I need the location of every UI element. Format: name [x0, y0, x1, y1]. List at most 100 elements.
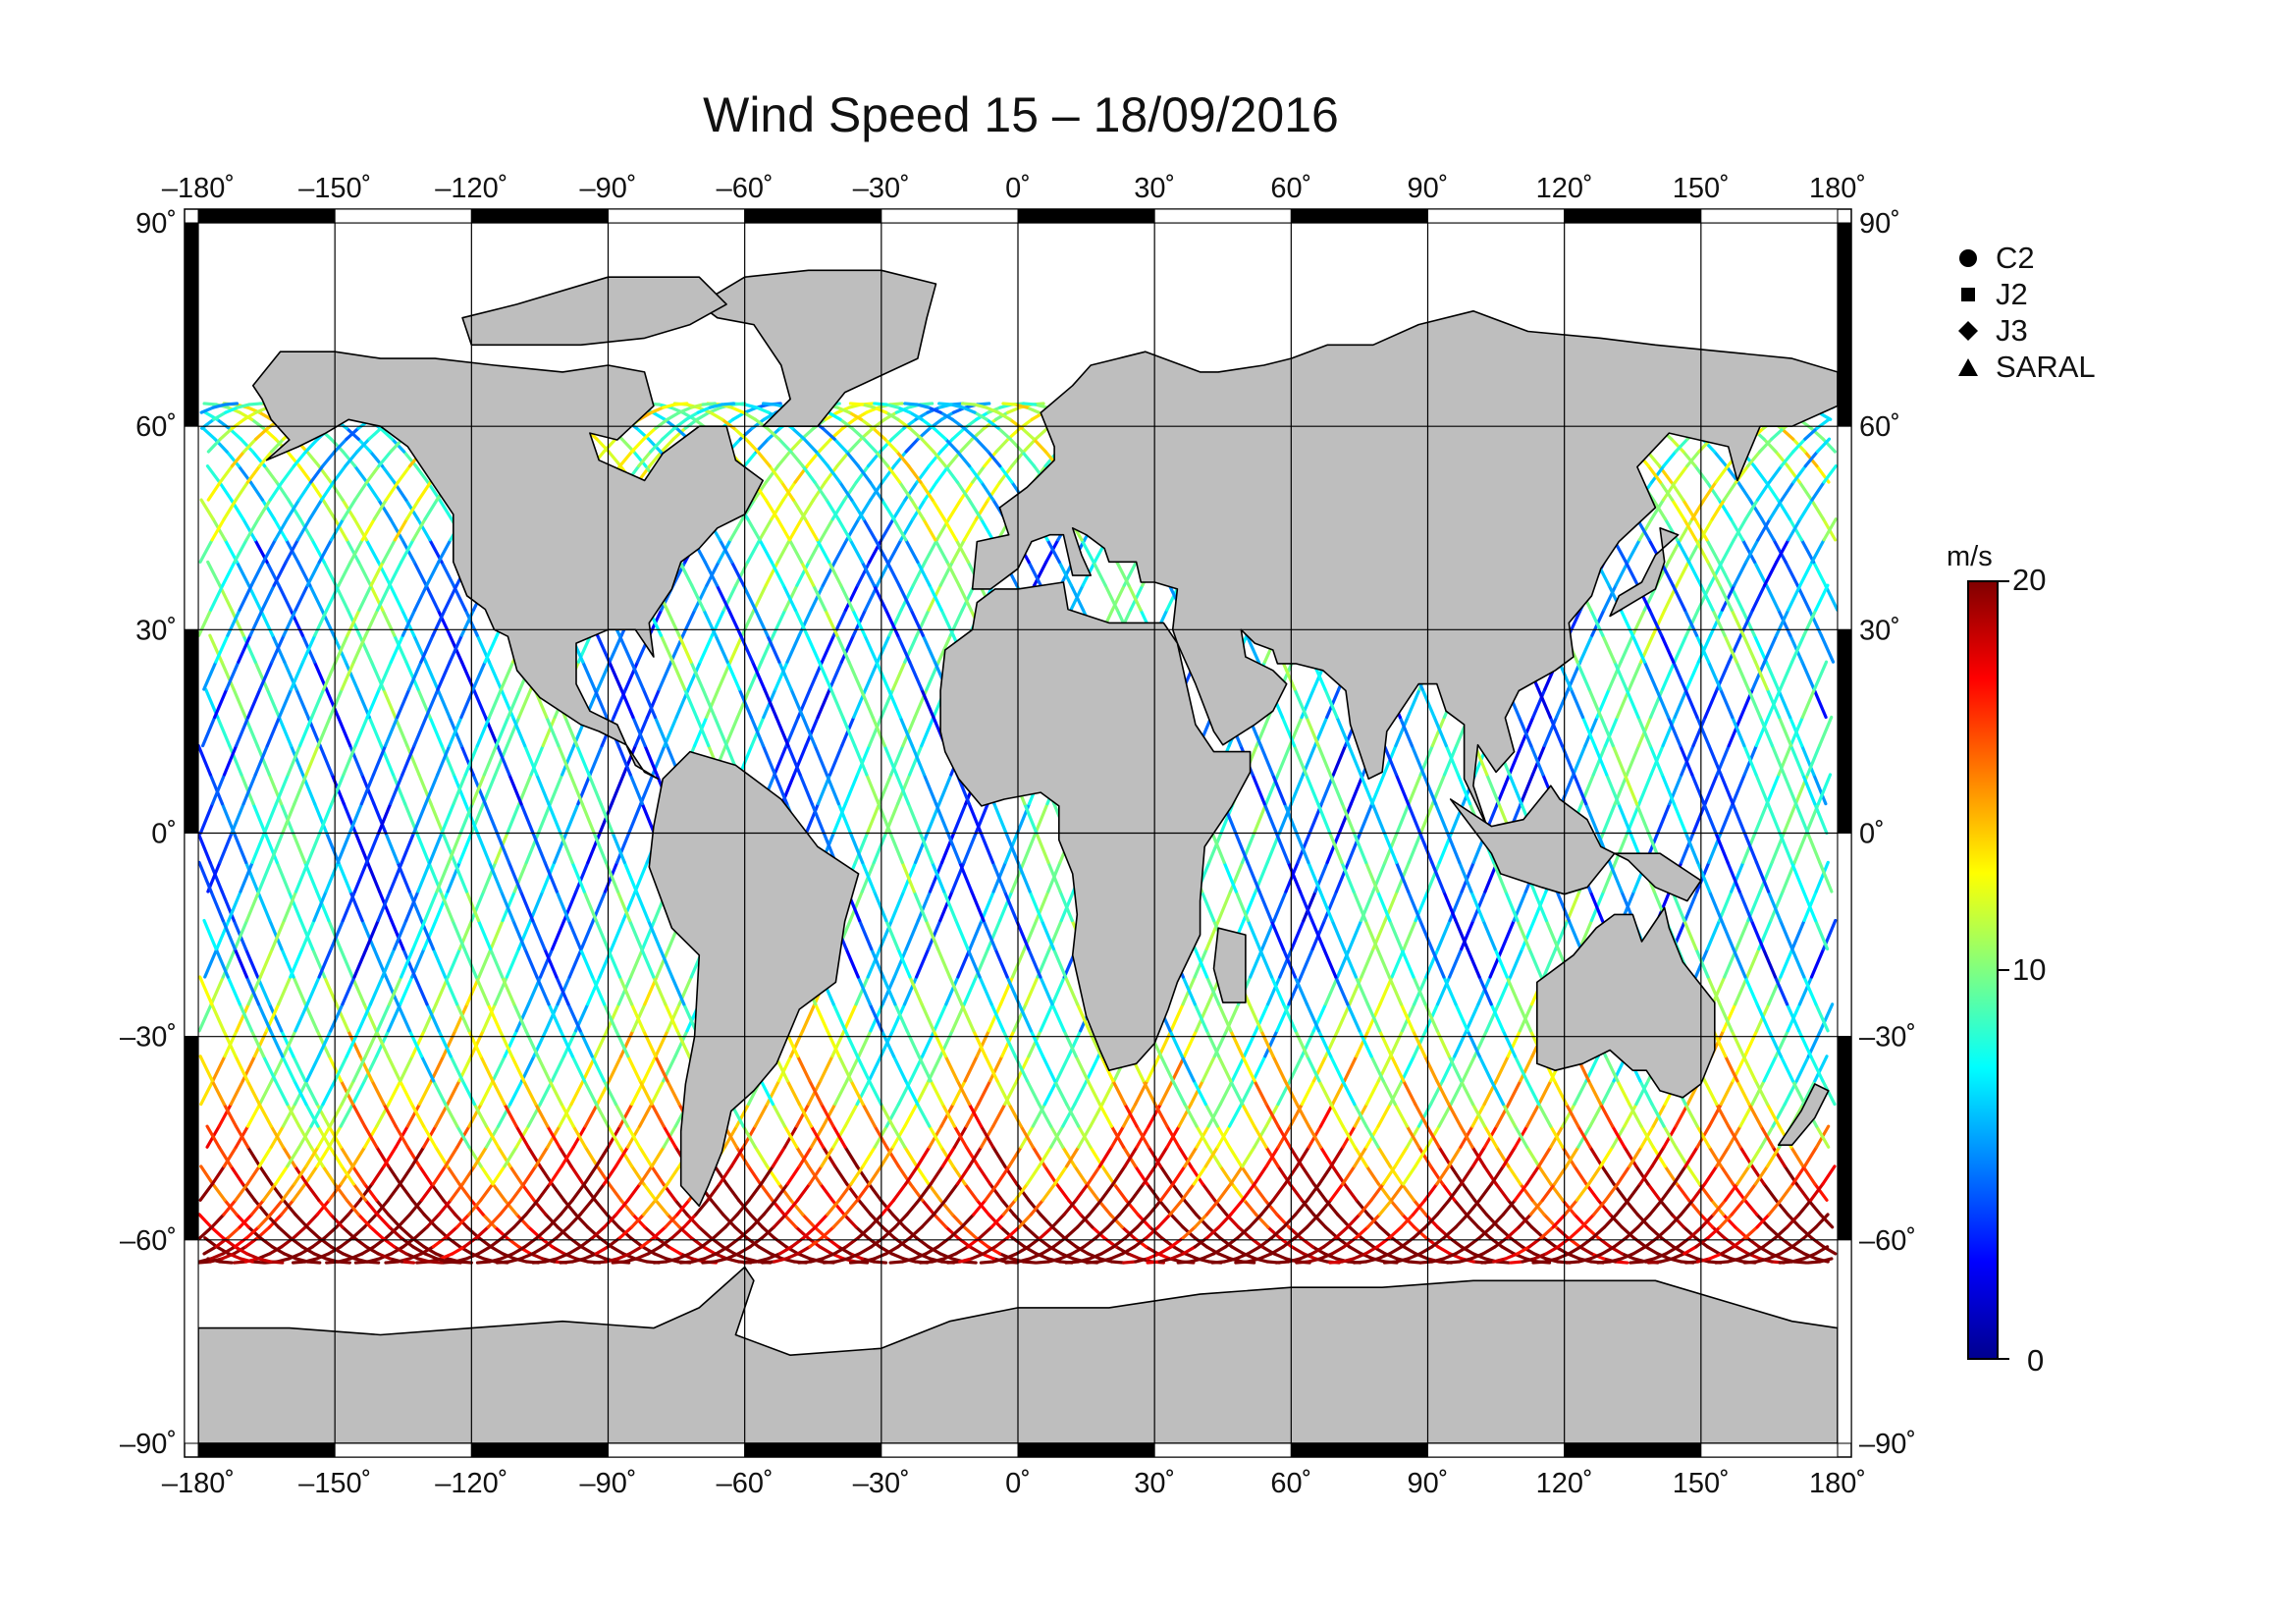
track-segment	[1240, 1164, 1255, 1186]
track-segment	[454, 1002, 469, 1033]
track-segment	[958, 437, 975, 454]
track-segment	[292, 1055, 307, 1083]
track-segment	[771, 1103, 787, 1128]
track-segment	[1316, 1198, 1333, 1217]
track-segment	[1354, 975, 1370, 1006]
track-segment	[610, 1245, 625, 1256]
track-segment	[1735, 918, 1750, 951]
track-segment	[1742, 831, 1759, 864]
track-segment	[1229, 1164, 1245, 1186]
track-segment	[867, 1182, 882, 1202]
track-segment	[943, 464, 959, 484]
track-segment	[414, 464, 430, 484]
track-segment	[667, 1245, 682, 1256]
track-segment	[1466, 947, 1481, 979]
track-segment	[244, 860, 260, 893]
track-segment	[535, 1225, 551, 1240]
track-segment	[627, 1245, 644, 1256]
track-segment	[944, 975, 960, 1006]
track-segment	[234, 1182, 249, 1202]
track-segment	[1507, 743, 1523, 777]
track-segment	[1201, 1182, 1217, 1202]
track-segment	[365, 480, 381, 502]
track-segment	[914, 831, 930, 864]
track-segment	[1785, 1002, 1801, 1033]
track-segment	[1376, 1252, 1392, 1261]
track-segment	[1671, 890, 1686, 923]
track-segment	[410, 1029, 426, 1058]
track-segment	[936, 633, 952, 664]
track-segment	[998, 975, 1015, 1006]
track-segment	[856, 464, 873, 484]
track-segment	[524, 831, 541, 864]
track-segment	[861, 1103, 877, 1128]
track-segment	[1242, 1198, 1258, 1217]
track-segment	[1787, 517, 1802, 542]
track-segment	[439, 1252, 454, 1261]
track-segment	[642, 1055, 658, 1083]
track-segment	[269, 1124, 286, 1149]
track-segment	[1229, 1198, 1245, 1217]
track-segment	[638, 1079, 654, 1107]
track-segment	[486, 1213, 503, 1229]
track-segment	[772, 1213, 788, 1229]
track-segment	[218, 831, 234, 864]
track-segment	[1298, 890, 1314, 923]
track-segment	[630, 437, 646, 454]
track-segment	[899, 583, 915, 612]
track-segment	[350, 1079, 367, 1107]
track-segment	[487, 660, 504, 691]
track-segment	[952, 1124, 969, 1149]
track-segment	[1272, 890, 1288, 923]
track-segment	[1818, 1257, 1834, 1264]
track-segment	[1576, 1124, 1592, 1149]
track-segment	[1085, 1260, 1101, 1265]
track-segment	[376, 583, 392, 612]
track-segment	[1394, 773, 1411, 806]
track-segment	[400, 831, 416, 864]
track-segment	[1017, 1002, 1033, 1033]
track-segment	[979, 1260, 995, 1265]
track-segment	[294, 1213, 309, 1229]
track-segment	[268, 918, 284, 951]
track-segment	[629, 1213, 646, 1229]
track-segment	[317, 1198, 333, 1217]
track-segment	[928, 860, 944, 893]
track-segment	[1790, 947, 1806, 979]
track-segment	[987, 1213, 1003, 1229]
track-segment	[1500, 918, 1516, 951]
track-segment	[483, 633, 499, 664]
track-segment	[339, 947, 354, 979]
track-segment	[708, 410, 724, 421]
track-segment	[896, 633, 912, 664]
track-segment	[738, 633, 755, 664]
track-segment	[244, 890, 261, 923]
track-segment	[826, 1198, 841, 1217]
track-segment	[904, 1245, 920, 1256]
track-segment	[514, 1213, 531, 1229]
track-segment	[1420, 687, 1436, 720]
track-segment	[1246, 1245, 1262, 1256]
track-segment	[652, 1225, 667, 1240]
track-segment	[1135, 1124, 1150, 1149]
track-segment	[908, 660, 924, 691]
track-segment	[1481, 1245, 1497, 1256]
track-segment	[857, 1029, 873, 1058]
track-segment	[1745, 1236, 1761, 1249]
track-segment	[303, 437, 320, 454]
track-segment	[918, 831, 934, 864]
track-segment	[1097, 1145, 1114, 1168]
track-segment	[1792, 831, 1808, 864]
track-segment	[1762, 437, 1778, 454]
track-segment	[973, 410, 988, 421]
track-segment	[753, 1103, 770, 1128]
track-segment	[670, 975, 686, 1006]
track-segment	[448, 715, 463, 748]
track-segment	[804, 715, 820, 748]
track-segment	[931, 860, 946, 893]
track-segment	[543, 860, 559, 893]
track-segment	[1027, 1198, 1042, 1217]
track-segment	[924, 1245, 940, 1256]
track-segment	[253, 743, 269, 777]
track-segment	[1263, 1029, 1279, 1058]
